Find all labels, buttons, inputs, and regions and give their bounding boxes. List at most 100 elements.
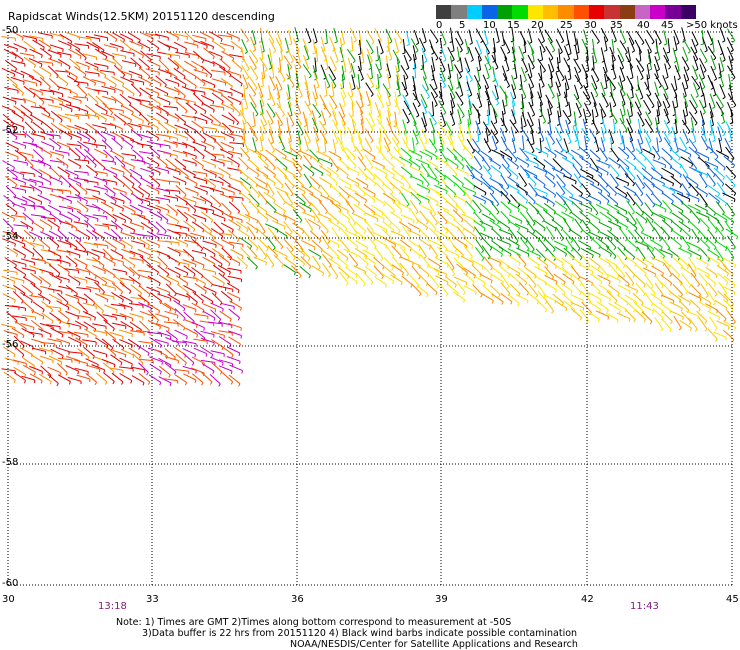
wind-barb bbox=[227, 156, 240, 165]
wind-barb bbox=[428, 187, 442, 195]
wind-barb bbox=[95, 95, 107, 106]
wind-barb bbox=[507, 148, 518, 160]
wind-barb bbox=[599, 211, 612, 221]
wind-barb bbox=[415, 158, 430, 166]
wind-barb bbox=[714, 173, 725, 185]
wind-barb bbox=[608, 129, 615, 143]
wind-barb-tick bbox=[600, 173, 603, 178]
wind-barb bbox=[525, 158, 539, 165]
wind-barb-tick bbox=[206, 73, 208, 77]
wind-barb bbox=[419, 204, 433, 212]
wind-barb-tick bbox=[147, 244, 150, 248]
wind-barb bbox=[589, 166, 603, 175]
wind-barb-tick bbox=[616, 275, 620, 279]
wind-barb-tick bbox=[24, 274, 27, 278]
wind-barb-tick bbox=[653, 292, 656, 296]
wind-barb-tick bbox=[459, 70, 463, 73]
wind-barb bbox=[472, 103, 481, 116]
wind-barb bbox=[543, 186, 556, 196]
wind-barb bbox=[137, 143, 152, 147]
wind-barb bbox=[249, 49, 259, 62]
wind-barb-tick bbox=[157, 191, 160, 195]
wind-barb bbox=[688, 249, 702, 257]
wind-barb bbox=[645, 137, 652, 151]
wind-barb bbox=[76, 267, 90, 273]
wind-barb-tick bbox=[169, 308, 172, 312]
wind-barb-tick bbox=[396, 141, 400, 145]
wind-barb bbox=[727, 93, 737, 106]
wind-barb bbox=[548, 57, 555, 71]
wind-barb bbox=[597, 191, 610, 202]
wind-barb bbox=[410, 175, 424, 183]
wind-barb bbox=[49, 213, 62, 223]
wind-barb bbox=[355, 84, 363, 99]
wind-barb bbox=[138, 285, 151, 295]
wind-barb bbox=[518, 45, 525, 60]
wind-barb-tick bbox=[232, 109, 235, 113]
wind-barb bbox=[707, 248, 720, 258]
wind-barb bbox=[614, 219, 628, 228]
wind-barb bbox=[93, 148, 108, 156]
wind-barb-tick bbox=[233, 192, 235, 196]
wind-barb bbox=[510, 126, 516, 141]
wind-barb bbox=[626, 93, 634, 107]
wind-barb bbox=[655, 45, 661, 60]
wind-barb bbox=[536, 299, 548, 310]
wind-barb bbox=[535, 202, 548, 212]
wind-barb bbox=[520, 67, 527, 81]
wind-barb bbox=[131, 192, 144, 202]
wind-barb bbox=[515, 293, 529, 302]
wind-barb-tick bbox=[471, 245, 474, 249]
wind-barb bbox=[609, 164, 620, 176]
wind-barb bbox=[74, 248, 88, 253]
wind-barb-tick bbox=[677, 274, 680, 278]
wind-barb-tick bbox=[194, 219, 197, 223]
wind-barb bbox=[73, 276, 88, 281]
wind-barb-tick bbox=[41, 54, 43, 59]
wind-barb-tick bbox=[56, 245, 60, 249]
wind-barb bbox=[174, 308, 186, 319]
wind-barb bbox=[249, 127, 259, 140]
wind-barb-tick bbox=[202, 264, 205, 269]
wind-barb-tick bbox=[308, 75, 312, 79]
wind-barb bbox=[445, 121, 453, 134]
wind-barb bbox=[594, 136, 600, 151]
wind-barb bbox=[638, 46, 642, 61]
wind-barb bbox=[477, 109, 481, 124]
wind-barb bbox=[93, 176, 108, 183]
wind-barb bbox=[120, 133, 134, 141]
wind-barb bbox=[702, 37, 708, 51]
wind-barb-tick bbox=[298, 66, 302, 70]
wind-barb bbox=[128, 303, 143, 306]
wind-barb bbox=[190, 259, 205, 266]
wind-barb-tick bbox=[689, 154, 692, 158]
wind-barb bbox=[403, 54, 410, 69]
wind-barb-tick bbox=[672, 183, 675, 187]
wind-barb bbox=[339, 226, 350, 239]
wind-barb bbox=[555, 137, 564, 151]
wind-barb-tick bbox=[619, 142, 623, 145]
wind-barb-tick bbox=[186, 283, 189, 287]
wind-barb-tick bbox=[697, 198, 700, 203]
wind-barb-tick bbox=[333, 85, 337, 89]
wind-barb bbox=[705, 266, 718, 276]
wind-barb bbox=[191, 238, 204, 249]
wind-barb-tick bbox=[489, 176, 492, 180]
wind-barb bbox=[373, 173, 385, 185]
wind-barb bbox=[534, 266, 548, 274]
wind-barb bbox=[276, 190, 286, 203]
wind-barb bbox=[220, 77, 233, 87]
wind-barb-tick bbox=[52, 146, 55, 151]
wind-barb bbox=[698, 99, 706, 113]
wind-barb bbox=[700, 127, 708, 141]
wind-barb bbox=[200, 94, 215, 102]
wind-barb bbox=[292, 163, 302, 176]
wind-barb bbox=[102, 255, 116, 264]
wind-barb bbox=[637, 129, 644, 143]
wind-barb-tick bbox=[50, 154, 52, 158]
wind-barb bbox=[671, 212, 684, 221]
wind-barb-tick bbox=[324, 68, 329, 71]
wind-barb-tick bbox=[446, 190, 448, 194]
wind-barb bbox=[93, 89, 108, 93]
wind-barb-tick bbox=[673, 191, 676, 195]
